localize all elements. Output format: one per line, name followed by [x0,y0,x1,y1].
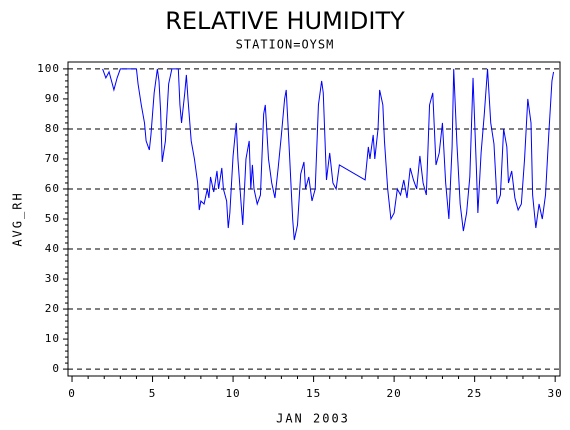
data-line [102,68,555,241]
y-tick-label: 80 [45,122,60,135]
x-tick-label: 0 [68,387,76,400]
x-axis-label: JAN 2003 [276,412,350,426]
x-tick-label: 15 [306,387,321,400]
y-tick-label: 40 [45,242,60,255]
y-axis-label: AVG_RH [11,191,25,246]
x-tick-label: 10 [225,387,240,400]
y-tick-label: 10 [45,332,60,345]
chart-subtitle: STATION=OYSM [236,38,335,52]
y-tick-label: 60 [45,182,60,195]
x-tick-label: 20 [386,387,401,400]
x-tick-label: 30 [548,387,563,400]
y-tick-label: 50 [45,212,60,225]
y-tick-label: 100 [37,62,60,75]
y-tick-label: 90 [45,92,60,105]
x-tick-label: 25 [467,387,482,400]
y-tick-label: 70 [45,152,60,165]
x-tick-label: 5 [149,387,157,400]
chart-title: RELATIVE HUMIDITY [165,7,405,35]
y-tick-label: 30 [45,272,60,285]
y-tick-label: 0 [52,362,60,375]
y-tick-label: 20 [45,302,60,315]
